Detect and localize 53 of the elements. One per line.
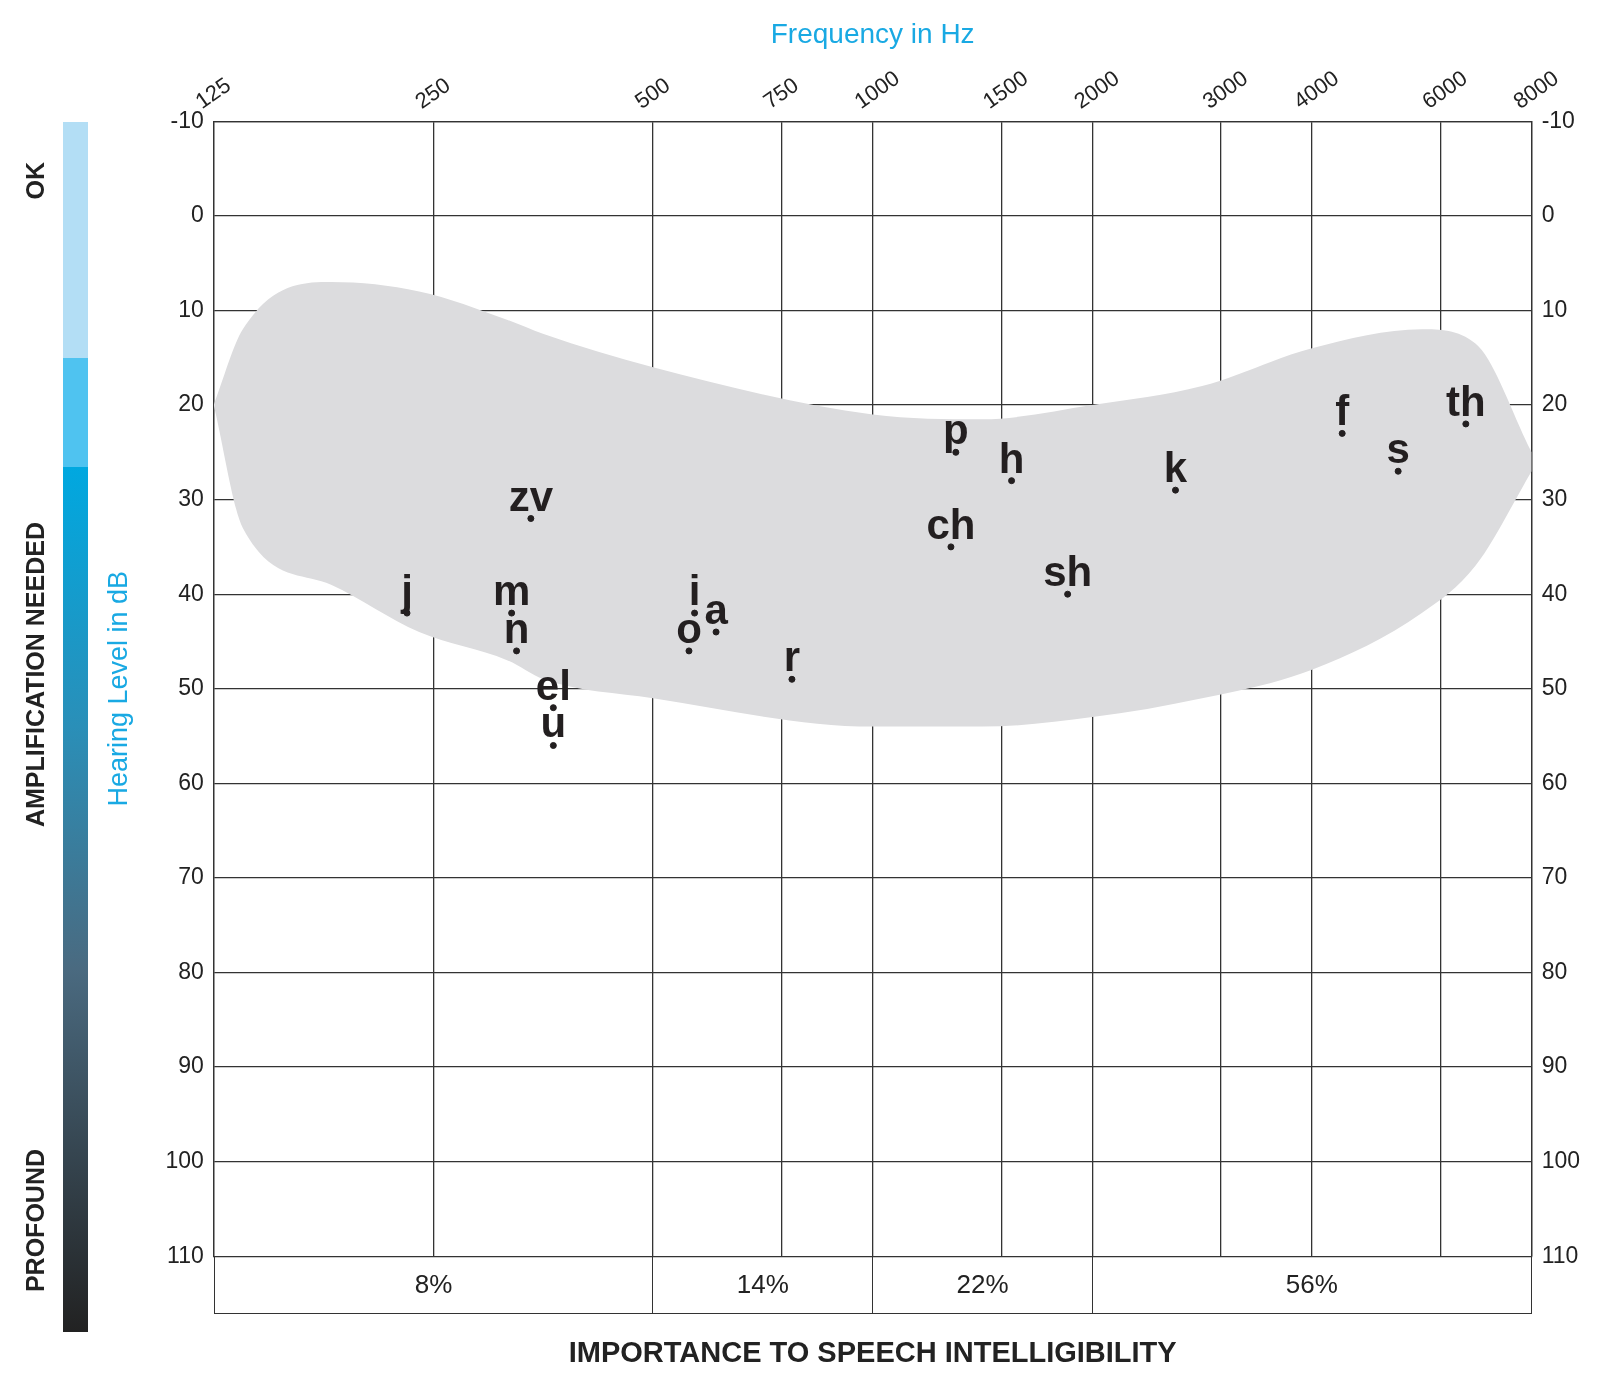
- x-tick-label: 250: [410, 72, 455, 114]
- data-label: u: [540, 699, 567, 747]
- y2-tick-label: 70: [1541, 863, 1568, 890]
- y2-tick-label: -10: [1541, 106, 1575, 133]
- x-axis-title: Frequency in Hz: [770, 17, 975, 49]
- y-tick-label: 20: [178, 390, 204, 417]
- y2-tick-label: 40: [1541, 579, 1568, 606]
- y2-tick-label: 100: [1541, 1146, 1580, 1173]
- y2-tick-label: 30: [1541, 484, 1568, 511]
- y2-tick-label: 80: [1541, 957, 1568, 984]
- x-tick-label: 750: [758, 72, 803, 114]
- y-tick-label: 100: [165, 1146, 204, 1173]
- data-label: zv: [508, 472, 554, 520]
- y-tick-label: 70: [178, 863, 204, 890]
- text: AMPLIFICATION NEEDED: [20, 521, 50, 827]
- y2-tick-label: 90: [1541, 1052, 1568, 1079]
- y-tick-label: 30: [178, 484, 204, 511]
- y-tick-label: 50: [178, 674, 204, 701]
- x-tick-label: 500: [629, 72, 675, 114]
- data-label: s: [1386, 425, 1410, 473]
- x-tick-label: 3000: [1197, 65, 1253, 114]
- y2-tick-label: 0: [1541, 201, 1555, 228]
- text: IMPORTANCE TO SPEECH INTELLIGIBILITY: [567, 1336, 1178, 1370]
- y2-tick-label: 50: [1541, 674, 1568, 701]
- text: PROFOUND: [20, 1147, 50, 1294]
- x-tick-label: 4000: [1288, 65, 1344, 114]
- y2-tick-label: 110: [1541, 1241, 1579, 1268]
- data-label: f: [1335, 387, 1351, 435]
- y-tick-label: 0: [190, 201, 204, 228]
- text: 22%: [872, 1256, 1092, 1314]
- y2-tick-label: 60: [1541, 768, 1568, 795]
- x-tick-label: 6000: [1417, 65, 1472, 114]
- text: 8%: [413, 1268, 454, 1302]
- data-label: k: [1163, 444, 1188, 492]
- y-axis-title: Hearing Level in dB: [102, 570, 133, 807]
- text: OK: [20, 161, 50, 202]
- data-label: ch: [926, 500, 976, 548]
- y-tick-label: 10: [178, 295, 204, 322]
- y2-tick-label: 20: [1541, 390, 1568, 417]
- text: 56%: [1092, 1256, 1531, 1314]
- data-label: th: [1446, 377, 1486, 425]
- data-label: p: [943, 406, 969, 454]
- y-tick-label: 40: [178, 579, 204, 606]
- text: 14%: [652, 1256, 873, 1314]
- data-label: a: [704, 586, 729, 633]
- data-label: r: [783, 633, 801, 681]
- data-label: h: [998, 434, 1025, 482]
- data-label: sh: [1043, 548, 1093, 596]
- y-tick-label: 80: [178, 957, 204, 984]
- y2-tick-label: 10: [1541, 295, 1568, 322]
- y-tick-label: 90: [178, 1052, 204, 1079]
- y-tick-label: 60: [178, 768, 204, 795]
- y-tick-label: 110: [167, 1241, 204, 1268]
